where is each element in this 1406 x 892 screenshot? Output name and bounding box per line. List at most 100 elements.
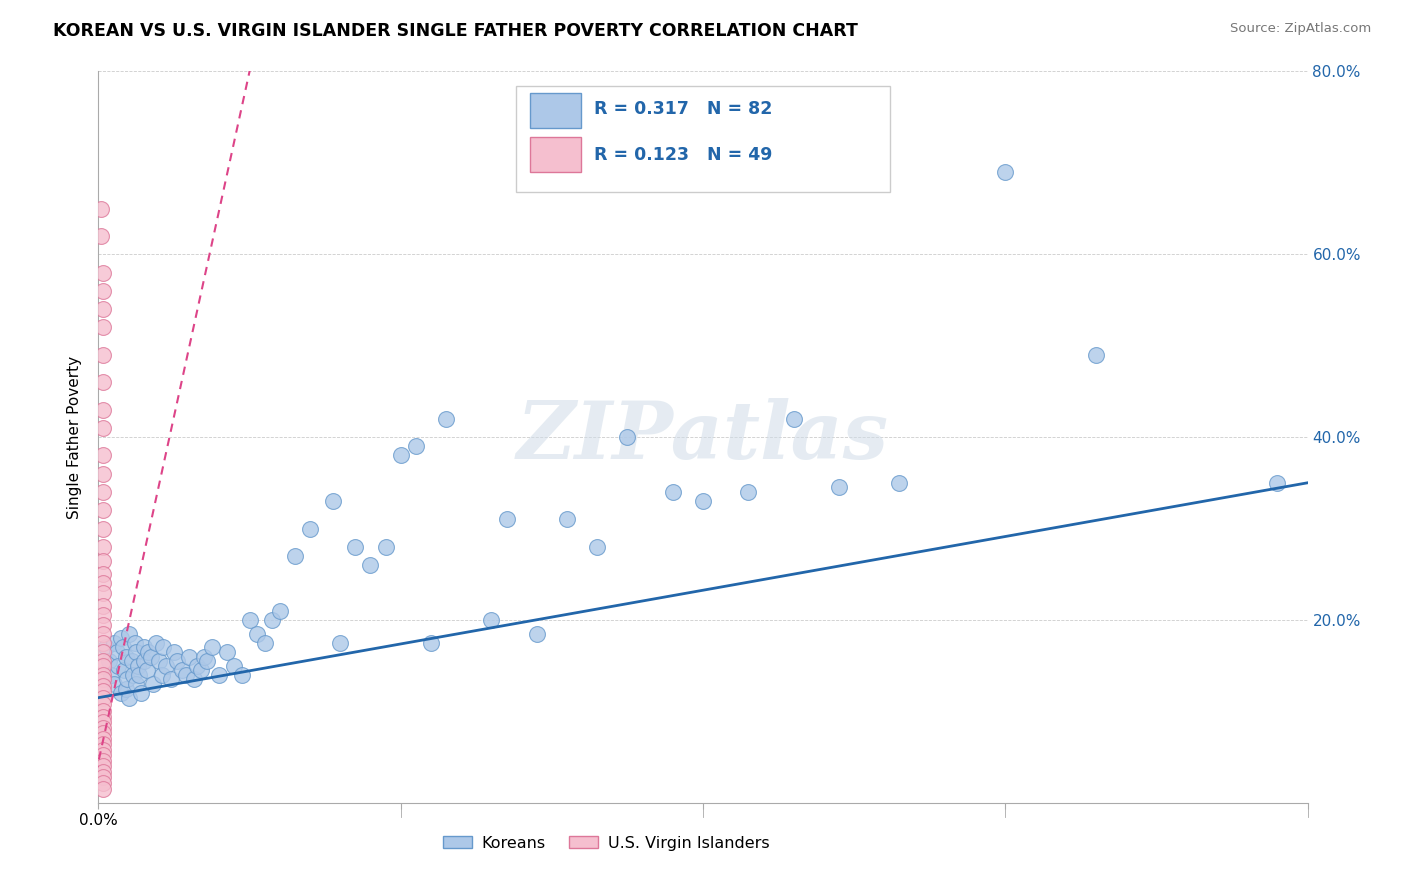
Point (103, 677, 125, 691)
Point (91, 690, 114, 705)
Point (91, 737, 114, 751)
Point (91, 636, 114, 650)
Point (91, 705, 114, 719)
Point (91, 667, 114, 681)
Point (91, 775, 114, 789)
Point (135, 663, 157, 677)
Text: Source: ZipAtlas.com: Source: ZipAtlas.com (1230, 22, 1371, 36)
Point (91, 658, 114, 673)
Point (114, 681, 136, 696)
Point (208, 667, 231, 681)
Point (91, 748, 114, 763)
Point (526, 626, 548, 640)
Point (91, 697, 114, 711)
Point (91, 301, 114, 317)
Point (91, 617, 114, 632)
Point (231, 667, 253, 681)
Point (127, 658, 149, 673)
Point (262, 613, 284, 627)
Point (195, 654, 218, 668)
Point (129, 686, 152, 700)
Point (183, 673, 205, 687)
Point (179, 649, 201, 664)
Point (91, 654, 114, 668)
Point (170, 663, 193, 677)
Point (91, 715, 114, 730)
Point (91, 673, 114, 687)
Point (91, 743, 114, 757)
Point (118, 626, 141, 640)
Point (91, 679, 114, 693)
Point (193, 649, 215, 664)
Point (1085, 348, 1108, 362)
Point (224, 658, 246, 673)
Point (145, 636, 167, 650)
Point (91, 608, 114, 623)
Point (186, 658, 208, 673)
Point (118, 690, 141, 705)
Point (91, 521, 114, 535)
Point (91, 684, 114, 698)
Point (142, 677, 165, 691)
Point (253, 636, 276, 650)
Point (91, 284, 114, 298)
Point (125, 645, 148, 659)
Point (114, 649, 136, 664)
Point (124, 636, 146, 650)
Point (91, 421, 114, 435)
Point (91, 540, 114, 554)
Point (360, 558, 382, 573)
Point (284, 549, 307, 563)
Point (136, 645, 159, 659)
Point (110, 686, 132, 700)
Point (190, 663, 212, 677)
Point (269, 604, 291, 618)
Point (91, 726, 114, 740)
Point (246, 626, 269, 640)
Point (160, 673, 183, 687)
Point (91, 485, 114, 500)
Point (91, 320, 114, 334)
Point (132, 654, 155, 668)
Point (91, 599, 114, 614)
Point (132, 640, 155, 655)
Point (91, 567, 114, 582)
Point (152, 640, 174, 655)
Point (91, 467, 114, 481)
Point (155, 658, 177, 673)
Point (616, 430, 638, 444)
Point (661, 485, 683, 500)
Point (889, 475, 911, 490)
FancyBboxPatch shape (516, 86, 890, 192)
Point (91, 503, 114, 517)
Point (374, 540, 396, 554)
Point (91, 375, 114, 389)
Point (166, 654, 188, 668)
Point (91, 710, 114, 724)
Point (115, 673, 138, 687)
Point (100, 667, 122, 681)
Point (163, 645, 186, 659)
Point (141, 649, 163, 664)
Point (91, 754, 114, 768)
Bar (530, 93, 581, 128)
Point (121, 654, 143, 668)
Point (299, 521, 322, 535)
Point (91, 402, 114, 417)
Point (91, 553, 114, 567)
Point (91, 645, 114, 659)
Point (91, 448, 114, 462)
Point (91, 731, 114, 746)
Point (692, 494, 714, 508)
Point (150, 667, 173, 681)
Point (110, 632, 132, 646)
Y-axis label: Single Father Poverty: Single Father Poverty (67, 356, 83, 518)
Text: R = 0.123   N = 49: R = 0.123 N = 49 (595, 146, 772, 164)
Text: ZIPatlas: ZIPatlas (517, 399, 889, 475)
Point (148, 654, 170, 668)
Point (828, 480, 851, 494)
Point (103, 636, 125, 650)
Point (98, 654, 121, 668)
Point (322, 494, 344, 508)
Point (329, 636, 352, 650)
